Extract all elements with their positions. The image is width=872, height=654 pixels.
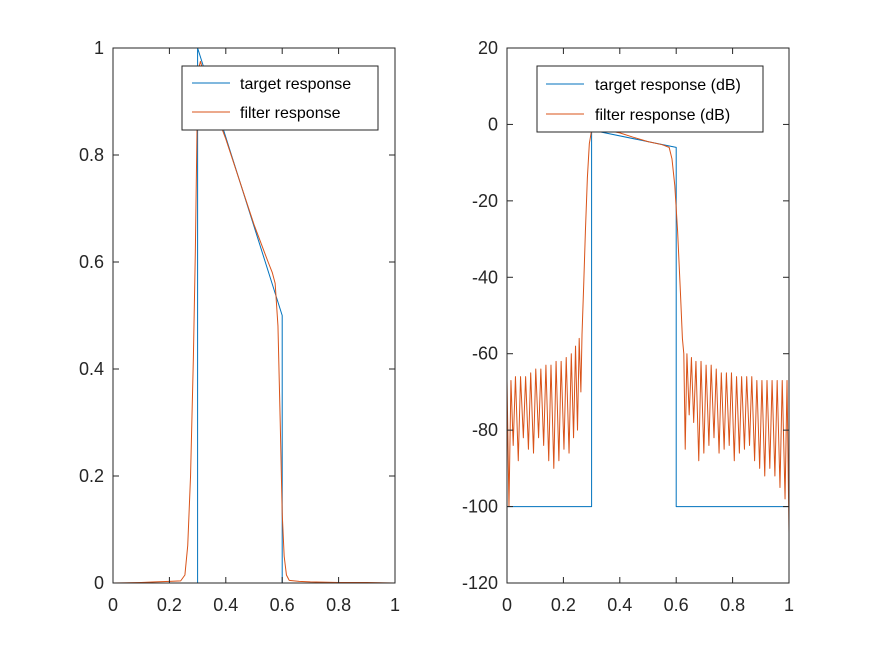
right-y-tick-label: -20 [472, 191, 498, 211]
left-x-tick-label: 0.8 [326, 595, 351, 615]
right-y-tick-label: -100 [462, 497, 498, 517]
right-x-tick-label: 0.6 [664, 595, 689, 615]
left-y-tick-label: 0.2 [79, 466, 104, 486]
left-x-tick-label: 0 [108, 595, 118, 615]
left-series-line-filter [112, 60, 396, 584]
right-ticks: 0 0.2 0.4 0.6 0.8 1 -120 -100 -80 -60 -40 -20 0 20 [462, 38, 794, 615]
left-x-tick-label: 0.2 [157, 595, 182, 615]
left-x-tick-label: 0.6 [270, 595, 295, 615]
left-axes-box [112, 47, 396, 584]
right-x-tick-label: 0.4 [607, 595, 632, 615]
right-x-tick-label: 0.8 [720, 595, 745, 615]
right-series-layer [506, 129, 790, 534]
right-y-tick-label: -40 [472, 267, 498, 287]
left-y-tick-label: 1 [94, 38, 104, 58]
right-legend-box [536, 65, 764, 133]
left-x-tick-label: 1 [390, 595, 400, 615]
right-x-tick-label: 1 [784, 595, 794, 615]
right-legend-label-target: target response (dB) [595, 77, 741, 94]
left-y-tick-label: 0.4 [79, 359, 104, 379]
left-ticks: 0 0.2 0.4 0.6 0.8 1 0 0.2 0.4 0.6 0.8 1 [79, 38, 400, 615]
right-y-tick-label: -120 [462, 573, 498, 593]
right-series-line-filter [506, 129, 790, 534]
left-legend: target response filter response [181, 65, 379, 131]
right-axes-box [506, 47, 790, 584]
left-y-tick-label: 0.8 [79, 145, 104, 165]
left-legend-box [181, 65, 379, 131]
right-legend-label-filter: filter response (dB) [595, 107, 730, 124]
left-legend-label-filter: filter response [240, 105, 341, 122]
right-x-tick-label: 0.2 [551, 595, 576, 615]
left-x-tick-label: 0.4 [213, 595, 238, 615]
right-subplot: 0 0.2 0.4 0.6 0.8 1 -120 -100 -80 -60 -40 -20 0 20 ta… [462, 38, 794, 615]
left-legend-label-target: target response [240, 76, 351, 93]
left-subplot: 0 0.2 0.4 0.6 0.8 1 0 0.2 0.4 0.6 0.8 1 target resp… [79, 38, 400, 615]
right-y-tick-label: -60 [472, 344, 498, 364]
right-y-tick-label: -80 [472, 420, 498, 440]
left-y-tick-label: 0 [94, 573, 104, 593]
right-legend: target response (dB) filter response (dB… [536, 65, 764, 133]
right-x-tick-label: 0 [502, 595, 512, 615]
right-series-line-target [507, 129, 789, 508]
left-y-tick-label: 0.6 [79, 252, 104, 272]
right-y-tick-label: 20 [478, 38, 498, 58]
right-y-tick-label: 0 [488, 114, 498, 134]
